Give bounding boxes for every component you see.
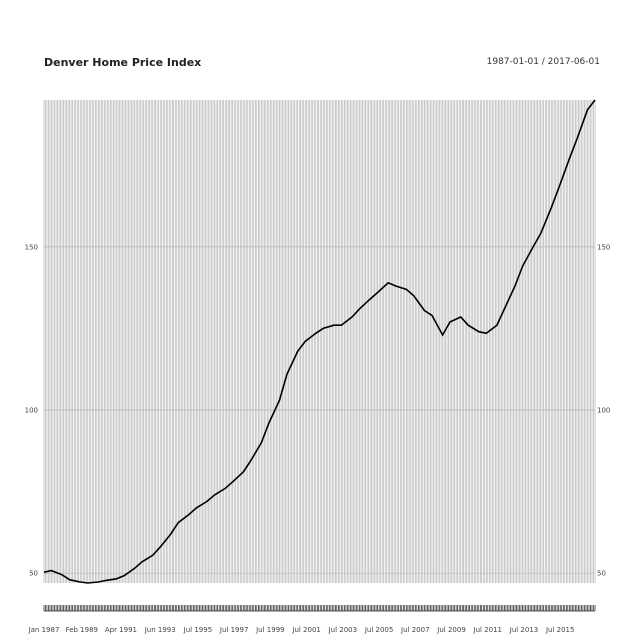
- x-tick-label: Jul 1995: [183, 626, 213, 634]
- date-range-label: 1987-01-01 / 2017-06-01: [486, 57, 600, 67]
- x-tick-label: Jul 2003: [328, 626, 358, 634]
- y-axis-right-labels: 50 100 150: [597, 243, 610, 577]
- x-tick-label: Jul 2009: [436, 626, 466, 634]
- x-tick-label: Jul 2013: [509, 626, 539, 634]
- x-tick-label: Jan 1987: [28, 626, 60, 634]
- y-tick-label-left: 100: [25, 407, 38, 415]
- x-tick-label: Jul 2011: [473, 626, 503, 634]
- x-tick-label: Jul 2001: [291, 626, 321, 634]
- chart-title: Denver Home Price Index: [44, 56, 202, 69]
- vertical-gridlines: [43, 100, 596, 583]
- horizontal-gridlines: [44, 246, 595, 574]
- x-tick-label: Jul 1999: [255, 626, 285, 634]
- y-tick-label-left: 50: [29, 570, 38, 578]
- y-tick-label-right: 50: [597, 570, 606, 578]
- y-tick-label-right: 150: [597, 243, 610, 251]
- x-tick-label: Jun 1993: [144, 626, 176, 634]
- y-tick-label-left: 150: [25, 243, 38, 251]
- x-tick-label: Feb 1989: [66, 626, 98, 634]
- series-line: [43, 99, 596, 584]
- y-tick-label-right: 100: [597, 407, 610, 415]
- x-tick-label: Jul 2005: [364, 626, 394, 634]
- x-axis-minor-ticks: [43, 605, 596, 612]
- x-tick-label: Jul 1997: [219, 626, 249, 634]
- x-tick-label: Jul 2007: [400, 626, 430, 634]
- x-axis-labels: Jan 1987 Feb 1989 Apr 1991 Jun 1993 Jul 1995…: [28, 626, 575, 634]
- x-tick-label: Apr 1991: [105, 626, 137, 634]
- x-tick-label: Jul 2015: [545, 626, 575, 634]
- y-axis-left-labels: 50 100 150: [25, 243, 38, 577]
